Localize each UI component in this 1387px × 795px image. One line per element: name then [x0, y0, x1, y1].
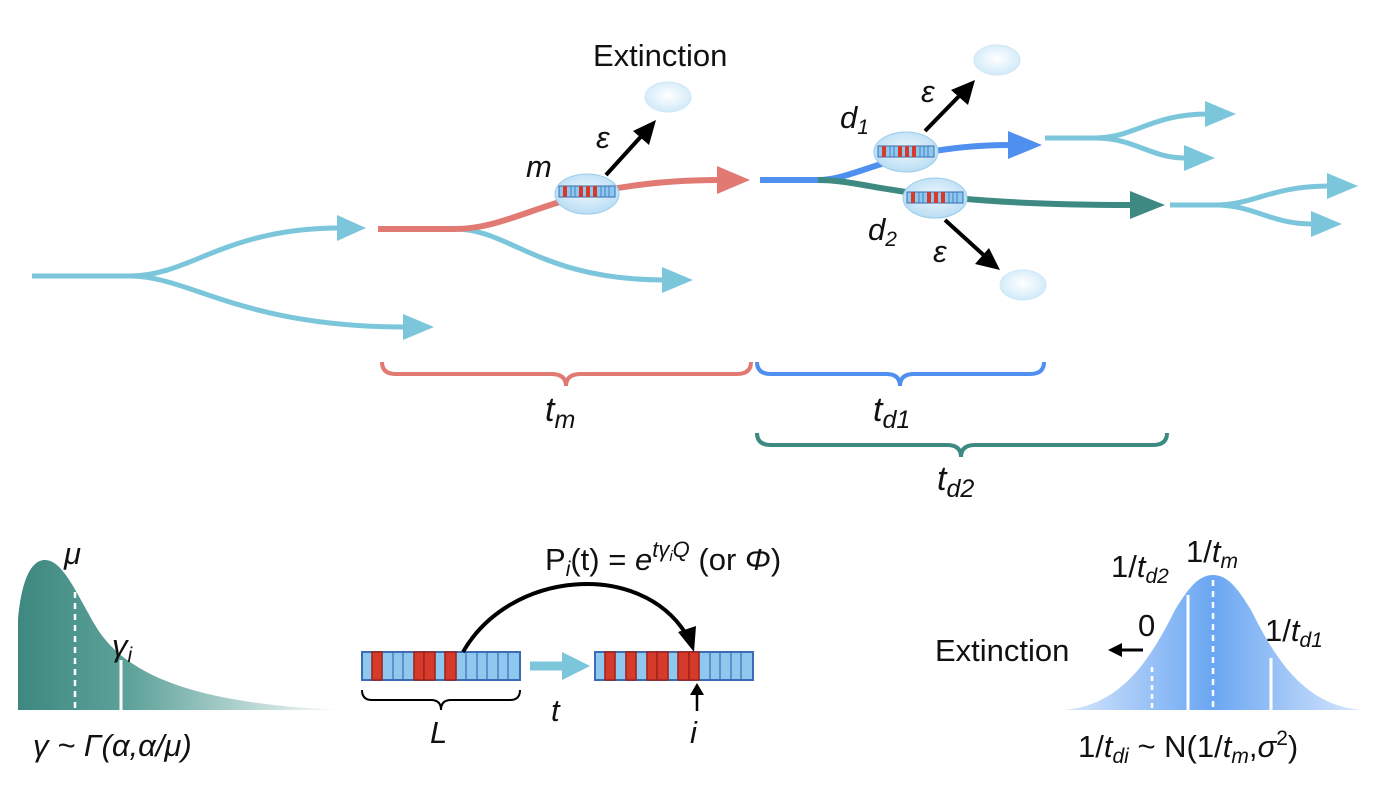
normal-formula: 1/tdi ~ N(1/tm,σ2): [1078, 727, 1298, 768]
epsilon-label-m: ε: [596, 120, 610, 155]
dead-cell-top: [644, 81, 692, 113]
gamma-i-label: γi: [112, 628, 134, 667]
mu-label: μ: [63, 536, 81, 571]
dead-cell-d2: [999, 269, 1047, 301]
td2-label-base: t: [937, 460, 948, 498]
td2-prefix: 1/: [1111, 549, 1137, 584]
td1-prefix: 1/: [1265, 613, 1291, 648]
extinction-arrow-d1: [923, 80, 975, 133]
nf-sup: 2: [1276, 727, 1288, 750]
cell-m: [554, 173, 620, 215]
nf-sub2: m: [1231, 745, 1249, 768]
extinction-arrow-bottom: [1108, 643, 1143, 657]
gamma-i-sub: i: [128, 644, 134, 667]
td2-t: t: [1137, 549, 1147, 584]
td1-label-sub: d1: [882, 406, 910, 434]
L-label: L: [430, 715, 447, 750]
extinction-label-bottom: Extinction: [935, 633, 1069, 668]
td1-label: td1: [873, 391, 910, 434]
gamma-distribution: [18, 560, 345, 710]
extinction-arrow-d2: [943, 218, 1000, 270]
formula-p-sub: i: [566, 558, 572, 581]
formula-exp-q: Q: [673, 537, 690, 562]
one-over-tm-label: 1/tm: [1186, 534, 1238, 573]
i-label: i: [690, 715, 698, 750]
nf-close: ): [1288, 729, 1298, 764]
brace-tm: [380, 361, 753, 387]
cell-d2: [902, 177, 968, 219]
brace-td1: [755, 361, 1046, 387]
formula-exp-gamma: γ: [658, 537, 671, 562]
sequence-after: [594, 651, 754, 681]
tm-sub: m: [1220, 550, 1238, 573]
sequence-before: [361, 651, 521, 681]
ancestral-lineage: [32, 215, 693, 340]
nf-t2: t: [1223, 729, 1233, 764]
L-brace: [361, 689, 521, 711]
time-arrow: [530, 652, 590, 680]
t-label: t: [551, 693, 561, 728]
tm-label-sub: m: [554, 406, 575, 434]
formula-e: e: [635, 542, 652, 577]
m-label: m: [526, 149, 552, 184]
gamma-formula: γ ~ Γ(α,α/μ): [33, 728, 192, 763]
gamma-i-base: γ: [112, 628, 129, 663]
nf-sub: di: [1112, 745, 1130, 768]
d2-label: d2: [868, 212, 897, 251]
td1-label-base: t: [873, 391, 884, 429]
one-over-td2-label: 1/td2: [1111, 549, 1169, 588]
extinction-arrow-m: [604, 120, 656, 177]
d2-label-base: d: [868, 212, 887, 247]
d2-label-sub: 2: [884, 228, 897, 251]
nf-t: t: [1104, 729, 1114, 764]
nf-mid: ~ N(1/: [1129, 729, 1223, 764]
zero-label: 0: [1138, 608, 1155, 643]
substitution-formula: Pi(t) = etγiQ (or Φ): [545, 537, 781, 581]
dead-cell-d1: [973, 44, 1021, 76]
nf-sigma: σ: [1258, 729, 1278, 764]
formula-or-open: (or: [690, 542, 745, 577]
cell-d2-sequence: [906, 191, 964, 204]
td1-t: t: [1291, 613, 1301, 648]
formula-paren: (t) =: [570, 542, 635, 577]
one-over-td1-label: 1/td1: [1265, 613, 1323, 652]
mother-branch: [378, 166, 750, 232]
d1-label: d1: [840, 100, 869, 139]
tm-label-base: t: [545, 391, 556, 429]
td2-label: td2: [937, 460, 974, 503]
tm-prefix: 1/: [1186, 534, 1212, 569]
daughter-2-descendants: [1170, 173, 1358, 237]
epsilon-label-d1: ε: [921, 74, 935, 109]
tm-t: t: [1212, 534, 1222, 569]
cell-d1: [873, 131, 939, 173]
nf-comma: ,: [1249, 729, 1258, 764]
extinction-label-top: Extinction: [593, 38, 727, 73]
substitution-arc: [461, 582, 696, 653]
formula-exp-sub: i: [669, 548, 673, 565]
d1-label-base: d: [840, 100, 859, 135]
d1-label-sub: 1: [857, 116, 869, 139]
brace-td2: [755, 432, 1169, 458]
formula-exp-t: t: [652, 537, 659, 562]
cell-d1-sequence: [877, 145, 935, 158]
site-i-pointer: [690, 683, 704, 711]
td2-sub: d2: [1145, 565, 1169, 588]
tm-label: tm: [545, 391, 575, 434]
cell-m-sequence: [558, 185, 616, 198]
normal-distribution: [1060, 575, 1366, 710]
epsilon-label-d2: ε: [933, 234, 947, 269]
td1-sub: d1: [1299, 629, 1322, 652]
formula-p: P: [545, 542, 566, 577]
daughter-1-descendants: [1045, 101, 1236, 171]
nf-prefix: 1/: [1078, 729, 1104, 764]
td2-label-sub: d2: [946, 475, 974, 503]
formula-or-close: ): [771, 542, 781, 577]
formula-phi: Φ: [745, 542, 771, 577]
